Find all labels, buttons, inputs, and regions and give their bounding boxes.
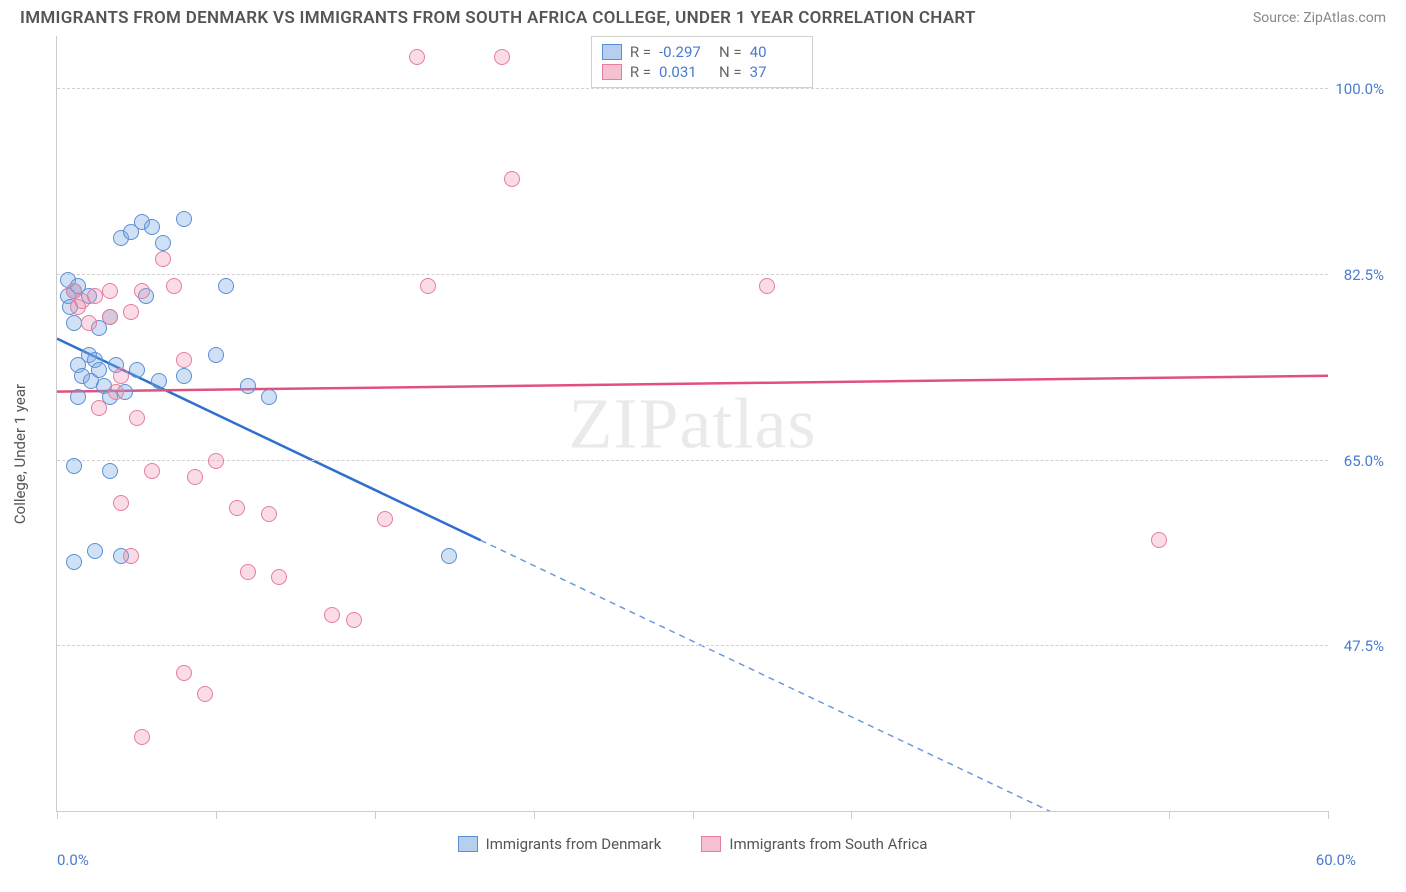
data-point (129, 410, 145, 426)
data-point (144, 219, 160, 235)
data-point (176, 352, 192, 368)
data-point (155, 251, 171, 267)
gridline (57, 274, 1328, 275)
chart-header: IMMIGRANTS FROM DENMARK VS IMMIGRANTS FR… (0, 0, 1406, 32)
data-point (240, 378, 256, 394)
y-tick-label: 65.0% (1344, 452, 1384, 470)
x-tick (1010, 811, 1011, 819)
data-point (129, 362, 145, 378)
n-label: N = (719, 43, 742, 61)
data-point (1151, 532, 1167, 548)
legend-item-denmark: Immigrants from Denmark (458, 835, 662, 853)
plot-region: ZIPatlas R = -0.297 N = 40 R = 0.031 N =… (56, 36, 1328, 812)
data-point (134, 283, 150, 299)
data-point (324, 607, 340, 623)
data-point (87, 543, 103, 559)
data-point (123, 304, 139, 320)
data-point (229, 500, 245, 516)
data-point (87, 288, 103, 304)
watermark: ZIPatlas (569, 382, 817, 465)
data-point (91, 362, 107, 378)
n-label: N = (719, 63, 742, 81)
data-point (197, 686, 213, 702)
gridline (57, 460, 1328, 461)
gridline (57, 645, 1328, 646)
x-tick (693, 811, 694, 819)
data-point (108, 384, 124, 400)
n-value-sa: 37 (750, 63, 802, 81)
legend-label-sa: Immigrants from South Africa (729, 835, 927, 853)
y-axis-title: College, Under 1 year (11, 384, 29, 524)
r-value-denmark: -0.297 (659, 43, 711, 61)
x-tick (851, 811, 852, 819)
data-point (504, 171, 520, 187)
legend-row-sa: R = 0.031 N = 37 (602, 63, 802, 81)
swatch-denmark-icon (458, 836, 478, 852)
data-point (176, 368, 192, 384)
legend-row-denmark: R = -0.297 N = 40 (602, 43, 802, 61)
x-axis-max-label: 60.0% (1316, 851, 1356, 869)
data-point (155, 235, 171, 251)
data-point (113, 495, 129, 511)
series-legend: Immigrants from Denmark Immigrants from … (57, 835, 1328, 853)
r-value-sa: 0.031 (659, 63, 711, 81)
data-point (134, 729, 150, 745)
data-point (409, 49, 425, 65)
y-tick-label: 100.0% (1335, 80, 1384, 98)
x-tick (216, 811, 217, 819)
data-point (218, 278, 234, 294)
data-point (261, 389, 277, 405)
data-point (176, 665, 192, 681)
data-point (208, 453, 224, 469)
x-tick (1328, 811, 1329, 819)
x-tick (57, 811, 58, 819)
legend-label-denmark: Immigrants from Denmark (486, 835, 662, 853)
swatch-sa-icon (701, 836, 721, 852)
data-point (91, 400, 107, 416)
chart-title: IMMIGRANTS FROM DENMARK VS IMMIGRANTS FR… (20, 8, 976, 28)
data-point (123, 548, 139, 564)
data-point (494, 49, 510, 65)
r-label: R = (630, 63, 651, 81)
y-tick-label: 47.5% (1344, 637, 1384, 655)
correlation-legend: R = -0.297 N = 40 R = 0.031 N = 37 (591, 36, 813, 88)
data-point (208, 347, 224, 363)
data-point (66, 458, 82, 474)
data-point (377, 511, 393, 527)
x-tick (375, 811, 376, 819)
data-point (240, 564, 256, 580)
data-point (102, 463, 118, 479)
x-tick (534, 811, 535, 819)
data-point (81, 315, 97, 331)
data-point (187, 469, 203, 485)
legend-item-sa: Immigrants from South Africa (701, 835, 927, 853)
data-point (70, 389, 86, 405)
chart-area: College, Under 1 year ZIPatlas R = -0.29… (18, 36, 1388, 872)
data-point (166, 278, 182, 294)
n-value-denmark: 40 (750, 43, 802, 61)
data-point (271, 569, 287, 585)
data-point (759, 278, 775, 294)
y-tick-label: 82.5% (1344, 266, 1384, 284)
data-point (441, 548, 457, 564)
swatch-denmark (602, 44, 622, 60)
x-axis-min-label: 0.0% (57, 851, 89, 869)
data-point (151, 373, 167, 389)
data-point (102, 309, 118, 325)
data-point (346, 612, 362, 628)
data-point (144, 463, 160, 479)
gridline (57, 88, 1328, 89)
chart-source: Source: ZipAtlas.com (1253, 10, 1386, 26)
trend-lines (57, 36, 1328, 811)
data-point (261, 506, 277, 522)
x-tick (1169, 811, 1170, 819)
r-label: R = (630, 43, 651, 61)
data-point (66, 554, 82, 570)
swatch-sa (602, 64, 622, 80)
data-point (102, 283, 118, 299)
data-point (420, 278, 436, 294)
data-point (176, 211, 192, 227)
data-point (66, 315, 82, 331)
data-point (113, 368, 129, 384)
